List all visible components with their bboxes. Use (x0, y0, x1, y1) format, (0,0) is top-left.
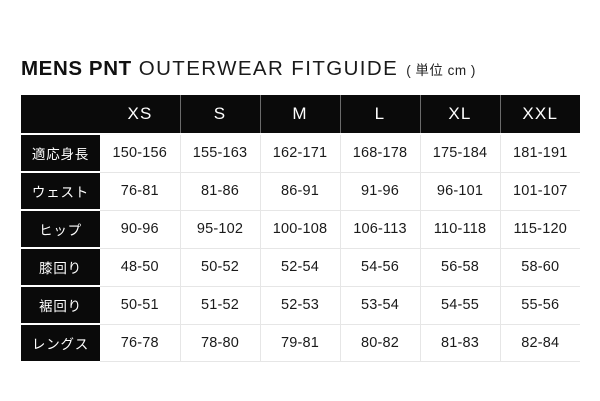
column-header-xl: XL (420, 95, 501, 135)
cell-hem-s: 51-52 (180, 286, 261, 325)
cell-knee-xxl: 58-60 (500, 248, 580, 287)
cell-height-s: 155-163 (180, 134, 261, 173)
cell-hem-m: 52-53 (260, 286, 341, 325)
table-row: 裾回り 50-51 51-52 52-53 53-54 54-55 55-56 (21, 286, 580, 325)
size-chart-table: XS S M L XL XXL 適応身長 150-156 155-163 162… (21, 95, 580, 362)
table-row: ヒップ 90-96 95-102 100-108 106-113 110-118… (21, 210, 580, 249)
title-unit-note: ( 単位 cm ) (406, 63, 476, 78)
column-header-s: S (180, 95, 261, 135)
column-header-l: L (340, 95, 421, 135)
cell-hip-xl: 110-118 (420, 210, 501, 249)
cell-waist-l: 91-96 (340, 172, 421, 211)
table-body: 適応身長 150-156 155-163 162-171 168-178 175… (21, 134, 580, 362)
cell-hip-m: 100-108 (260, 210, 341, 249)
cell-knee-m: 52-54 (260, 248, 341, 287)
table-corner-cell (21, 95, 101, 135)
row-label-hem: 裾回り (21, 286, 100, 325)
cell-hip-xs: 90-96 (100, 210, 181, 249)
title-category: OUTERWEAR FITGUIDE (138, 57, 399, 80)
cell-length-xxl: 82-84 (500, 324, 580, 362)
cell-length-xl: 81-83 (420, 324, 501, 362)
cell-hem-xxl: 55-56 (500, 286, 580, 325)
row-label-knee: 膝回り (21, 248, 100, 287)
column-header-xxl: XXL (500, 95, 580, 135)
cell-hip-l: 106-113 (340, 210, 421, 249)
cell-height-xxl: 181-191 (500, 134, 580, 173)
cell-waist-xxl: 101-107 (500, 172, 580, 211)
cell-waist-xs: 76-81 (100, 172, 181, 211)
cell-waist-m: 86-91 (260, 172, 341, 211)
table-row: レングス 76-78 78-80 79-81 80-82 81-83 82-84 (21, 324, 580, 362)
row-label-waist: ウェスト (21, 172, 100, 211)
cell-knee-xl: 56-58 (420, 248, 501, 287)
cell-length-xs: 76-78 (100, 324, 181, 362)
row-label-height: 適応身長 (21, 134, 100, 173)
cell-length-l: 80-82 (340, 324, 421, 362)
cell-waist-xl: 96-101 (420, 172, 501, 211)
header-row: XS S M L XL XXL (21, 95, 580, 135)
cell-waist-s: 81-86 (180, 172, 261, 211)
cell-length-s: 78-80 (180, 324, 261, 362)
cell-knee-s: 50-52 (180, 248, 261, 287)
row-label-length: レングス (21, 324, 100, 361)
cell-knee-l: 54-56 (340, 248, 421, 287)
column-header-m: M (260, 95, 341, 135)
cell-hem-xs: 50-51 (100, 286, 181, 325)
table-row: ウェスト 76-81 81-86 86-91 91-96 96-101 101-… (21, 172, 580, 211)
cell-hem-l: 53-54 (340, 286, 421, 325)
cell-hip-s: 95-102 (180, 210, 261, 249)
column-header-xs: XS (100, 95, 181, 135)
cell-knee-xs: 48-50 (100, 248, 181, 287)
cell-height-l: 168-178 (340, 134, 421, 173)
page-title: MENS PNT OUTERWEAR FITGUIDE ( 単位 cm ) (21, 57, 476, 85)
cell-height-xs: 150-156 (100, 134, 181, 173)
cell-height-xl: 175-184 (420, 134, 501, 173)
title-product-code: MENS PNT (21, 57, 132, 80)
table-row: 膝回り 48-50 50-52 52-54 54-56 56-58 58-60 (21, 248, 580, 287)
cell-length-m: 79-81 (260, 324, 341, 362)
cell-height-m: 162-171 (260, 134, 341, 173)
table-header: XS S M L XL XXL (21, 95, 580, 135)
table-row: 適応身長 150-156 155-163 162-171 168-178 175… (21, 134, 580, 173)
cell-hem-xl: 54-55 (420, 286, 501, 325)
row-label-hip: ヒップ (21, 210, 100, 249)
cell-hip-xxl: 115-120 (500, 210, 580, 249)
